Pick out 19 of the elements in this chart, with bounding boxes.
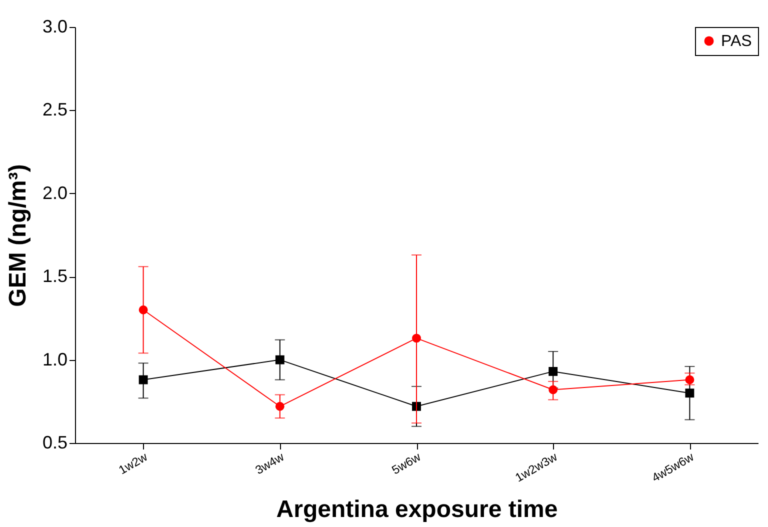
y-tick-label: 2.5	[42, 100, 68, 120]
x-tick-label: 1w2w	[116, 450, 150, 478]
point	[138, 305, 148, 314]
x-axis-title: Argentina exposure time	[276, 496, 558, 524]
y-tick-label: 1.0	[42, 349, 68, 370]
y-tick-label: 2.0	[42, 182, 68, 203]
point	[138, 375, 148, 384]
y-tick-label: 0.5	[42, 432, 68, 452]
y-tick-label: 1.5	[42, 266, 68, 286]
legend-label: PAS	[721, 33, 752, 50]
point	[685, 388, 694, 398]
point	[275, 402, 284, 411]
y-axis-title: GEM (ng/m³)	[4, 164, 32, 307]
point	[548, 385, 558, 394]
point	[275, 355, 284, 364]
point	[412, 334, 421, 343]
point	[548, 366, 558, 376]
point	[685, 375, 694, 384]
y-tick-label: 3.0	[42, 16, 68, 36]
